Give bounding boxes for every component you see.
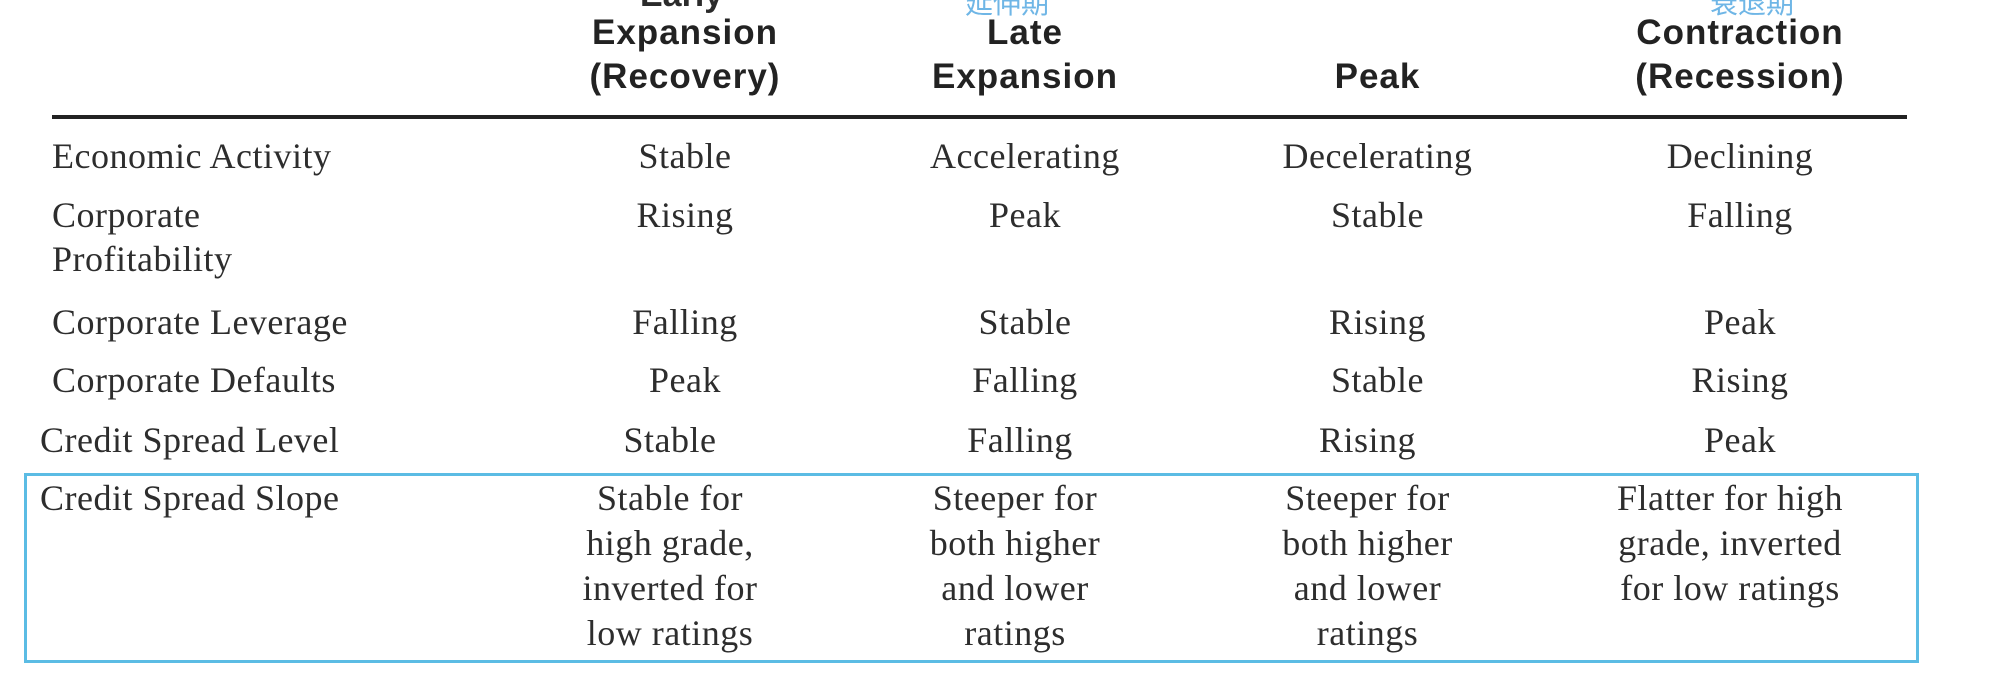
- cell-line: ratings: [1316, 613, 1419, 653]
- table-cell: Accelerating: [880, 134, 1170, 179]
- row-label-line: Corporate Leverage: [52, 302, 348, 342]
- table-cell: Stable: [545, 418, 795, 463]
- table-cell: Flatter for high grade, inverted for low…: [1560, 476, 1900, 611]
- cell-line: Stable for: [597, 478, 743, 518]
- row-label-line: Profitability: [52, 239, 233, 279]
- header-annotation-contraction: 衰退期: [1710, 0, 1795, 19]
- cell-line: Falling: [967, 420, 1073, 460]
- cell-line: Declining: [1666, 136, 1814, 176]
- table-cell: Rising: [560, 193, 810, 238]
- row-label-corporate-leverage: Corporate Leverage: [52, 300, 348, 344]
- cell-line: Falling: [632, 302, 738, 342]
- cell-line: Rising: [1691, 360, 1789, 400]
- cell-line: Steeper for: [932, 478, 1098, 518]
- header-contraction: Contraction (Recession): [1590, 11, 1890, 99]
- table-cell: Stable: [1230, 193, 1525, 238]
- header-line: Contraction: [1636, 13, 1844, 52]
- cell-line: Rising: [1318, 420, 1417, 460]
- highlight-box: [24, 473, 1919, 663]
- cell-line: and lower: [941, 568, 1089, 608]
- cell-line: Peak: [989, 195, 1061, 235]
- cell-line: both higher: [929, 523, 1101, 563]
- header-line: Peak: [1334, 57, 1421, 96]
- header-line: (Recovery): [589, 57, 781, 96]
- header-line: (Recession): [1635, 57, 1845, 96]
- table-cell: Rising: [1590, 358, 1890, 403]
- table-cell: Stable for high grade, inverted for low …: [540, 476, 800, 656]
- cell-line: grade, inverted: [1618, 523, 1842, 563]
- cell-line: low ratings: [586, 613, 754, 653]
- row-label-corporate-defaults: Corporate Defaults: [52, 358, 336, 402]
- table-cell: Decelerating: [1230, 134, 1525, 179]
- row-label-line: Credit Spread Slope: [40, 478, 340, 518]
- header-rule: [52, 115, 1907, 119]
- header-cutoff-early: Early: [640, 0, 723, 15]
- table-cell: Falling: [875, 418, 1165, 463]
- row-label-credit-spread-level: Credit Spread Level: [40, 418, 339, 462]
- cell-line: and lower: [1293, 568, 1442, 608]
- header-line: Expansion: [592, 13, 778, 52]
- table-cell: Steeper for both higher and lower rating…: [870, 476, 1160, 656]
- cell-line: Stable: [638, 136, 732, 176]
- table-cell: Stable: [880, 300, 1170, 345]
- table-cell: Rising: [1230, 300, 1525, 345]
- row-label-line: Credit Spread Level: [40, 420, 340, 460]
- table-cell: Falling: [880, 358, 1170, 403]
- row-label-line: Corporate: [52, 195, 201, 235]
- cell-line: Flatter for high: [1617, 478, 1843, 518]
- cell-line: Rising: [636, 195, 734, 235]
- table-cell: Rising: [1220, 418, 1515, 463]
- table-cell: Stable: [560, 134, 810, 179]
- cell-line: inverted for: [582, 568, 758, 608]
- row-label-corporate-profitability: Corporate Profitability: [52, 193, 233, 281]
- table-cell: Stable: [1230, 358, 1525, 403]
- cell-line: Decelerating: [1282, 136, 1473, 176]
- header-early-expansion: Expansion (Recovery): [560, 11, 810, 99]
- cell-line: Falling: [1687, 195, 1793, 235]
- header-annotation-late: 延伸期: [965, 0, 1050, 19]
- table-cell: Peak: [1590, 300, 1890, 345]
- table-cell: Steeper for both higher and lower rating…: [1220, 476, 1515, 656]
- cell-line: both higher: [1282, 523, 1453, 563]
- header-peak: Peak: [1270, 55, 1485, 99]
- cell-line: Stable: [623, 420, 717, 460]
- header-line: Late: [987, 13, 1063, 52]
- cell-line: Stable: [1331, 360, 1424, 400]
- cell-line: Peak: [1704, 302, 1776, 342]
- table-cell: Falling: [560, 300, 810, 345]
- header-line: Expansion: [932, 57, 1118, 96]
- table-cell: Peak: [1590, 418, 1890, 463]
- cell-line: ratings: [964, 613, 1066, 653]
- table-cell: Peak: [880, 193, 1170, 238]
- header-late-expansion: Late Expansion: [890, 11, 1160, 99]
- table-cell: Declining: [1590, 134, 1890, 179]
- cell-line: Peak: [1704, 420, 1776, 460]
- row-label-economic-activity: Economic Activity: [52, 134, 331, 178]
- cell-line: Peak: [649, 360, 721, 400]
- cell-line: Accelerating: [930, 136, 1120, 176]
- table-cell: Peak: [560, 358, 810, 403]
- cell-line: Stable: [1331, 195, 1424, 235]
- row-label-line: Economic Activity: [52, 136, 332, 176]
- row-label-line: Corporate Defaults: [52, 360, 336, 400]
- cell-line: Stable: [978, 302, 1072, 342]
- cell-line: Falling: [972, 360, 1078, 400]
- table-cell: Falling: [1590, 193, 1890, 238]
- cell-line: for low ratings: [1620, 568, 1840, 608]
- cell-line: Steeper for: [1285, 478, 1450, 518]
- cell-line: high grade,: [586, 523, 754, 563]
- row-label-credit-spread-slope: Credit Spread Slope: [40, 476, 339, 520]
- cell-line: Rising: [1328, 302, 1427, 342]
